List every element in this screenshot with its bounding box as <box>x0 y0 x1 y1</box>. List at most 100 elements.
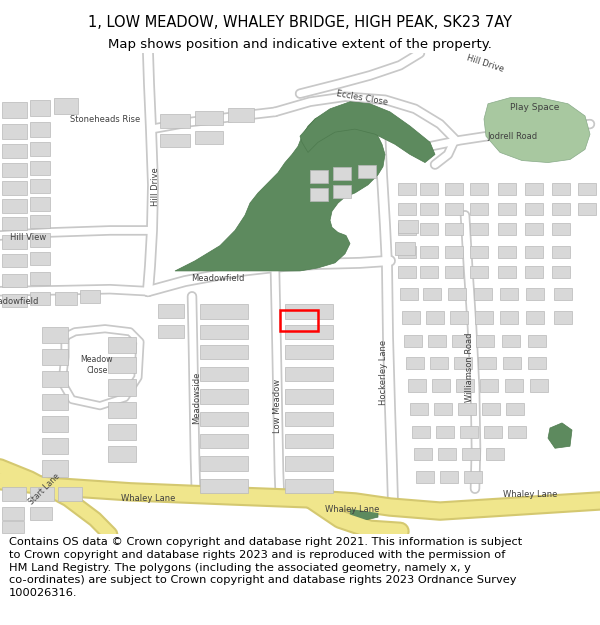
Bar <box>398 223 416 236</box>
Text: Hill View: Hill View <box>10 233 46 242</box>
Bar <box>200 412 248 426</box>
Bar <box>80 290 100 303</box>
Bar <box>30 142 50 156</box>
Polygon shape <box>484 98 590 162</box>
Bar <box>285 345 333 359</box>
Bar <box>30 272 50 285</box>
Bar <box>2 199 27 213</box>
Text: Whaley Lane: Whaley Lane <box>503 491 557 499</box>
Bar <box>108 446 136 462</box>
Bar <box>436 426 454 438</box>
Bar <box>474 288 492 301</box>
Bar <box>445 266 463 278</box>
Text: Meadow
Close: Meadow Close <box>80 356 113 375</box>
Bar <box>285 412 333 426</box>
Bar <box>2 521 24 533</box>
Bar <box>554 288 572 301</box>
Bar <box>470 246 488 258</box>
Bar <box>484 426 502 438</box>
Bar <box>395 242 415 255</box>
Bar <box>438 448 456 461</box>
Bar <box>498 223 516 236</box>
Bar <box>2 294 27 308</box>
Bar <box>416 471 434 482</box>
Bar <box>2 102 27 118</box>
Bar <box>404 335 422 347</box>
Bar <box>445 203 463 215</box>
Bar <box>108 402 136 418</box>
Bar <box>200 389 248 404</box>
Bar <box>285 304 333 319</box>
Bar <box>480 379 498 391</box>
Bar <box>430 357 448 369</box>
Bar <box>526 311 544 324</box>
Polygon shape <box>175 112 385 271</box>
Bar <box>528 335 546 347</box>
Bar <box>452 335 470 347</box>
Text: Meadowfield: Meadowfield <box>0 297 38 306</box>
Bar <box>526 288 544 301</box>
Bar <box>500 288 518 301</box>
Bar <box>398 203 416 215</box>
Text: Eccles Close: Eccles Close <box>335 89 388 107</box>
Bar <box>55 292 77 306</box>
Text: Whaley Lane: Whaley Lane <box>121 494 175 503</box>
Bar <box>30 234 50 247</box>
Text: Hill Drive: Hill Drive <box>465 53 505 74</box>
Bar <box>42 327 68 343</box>
Bar <box>30 292 50 306</box>
Bar <box>498 203 516 215</box>
Bar <box>470 203 488 215</box>
Bar <box>30 507 52 520</box>
Bar <box>195 111 223 125</box>
Bar <box>456 379 474 391</box>
Text: Hockerley Lane: Hockerley Lane <box>380 340 389 405</box>
Bar <box>508 426 526 438</box>
Bar <box>445 246 463 258</box>
Bar <box>2 236 27 249</box>
Bar <box>42 349 68 365</box>
Bar <box>42 394 68 410</box>
Bar <box>30 179 50 193</box>
Bar <box>552 246 570 258</box>
Bar <box>30 487 54 501</box>
Bar <box>470 182 488 195</box>
Polygon shape <box>350 497 378 521</box>
Polygon shape <box>548 423 572 448</box>
Bar <box>108 357 136 373</box>
Bar <box>42 438 68 454</box>
Bar <box>285 434 333 448</box>
Bar <box>445 223 463 236</box>
Bar <box>460 426 478 438</box>
Bar <box>420 223 438 236</box>
Bar <box>402 311 420 324</box>
Bar <box>498 246 516 258</box>
Bar <box>30 122 50 138</box>
Bar <box>108 424 136 440</box>
Text: Stoneheads Rise: Stoneheads Rise <box>70 116 140 124</box>
Bar <box>108 337 136 353</box>
Bar <box>200 345 248 359</box>
Bar <box>310 188 328 201</box>
Bar <box>333 185 351 198</box>
Text: Map shows position and indicative extent of the property.: Map shows position and indicative extent… <box>108 38 492 51</box>
Bar <box>2 181 27 195</box>
Bar <box>2 507 24 520</box>
Bar <box>2 254 27 267</box>
Bar <box>200 368 248 381</box>
Bar <box>200 479 248 493</box>
Bar <box>160 134 190 148</box>
Bar <box>406 357 424 369</box>
Bar <box>158 324 184 338</box>
Bar <box>30 197 50 211</box>
Text: Williamson Road: Williamson Road <box>466 332 475 402</box>
Bar <box>500 311 518 324</box>
Bar <box>310 169 328 182</box>
Bar <box>200 304 248 319</box>
Bar <box>398 266 416 278</box>
Bar <box>2 217 27 231</box>
Bar <box>502 335 520 347</box>
Bar <box>30 252 50 265</box>
Bar <box>420 246 438 258</box>
Bar <box>445 182 463 195</box>
